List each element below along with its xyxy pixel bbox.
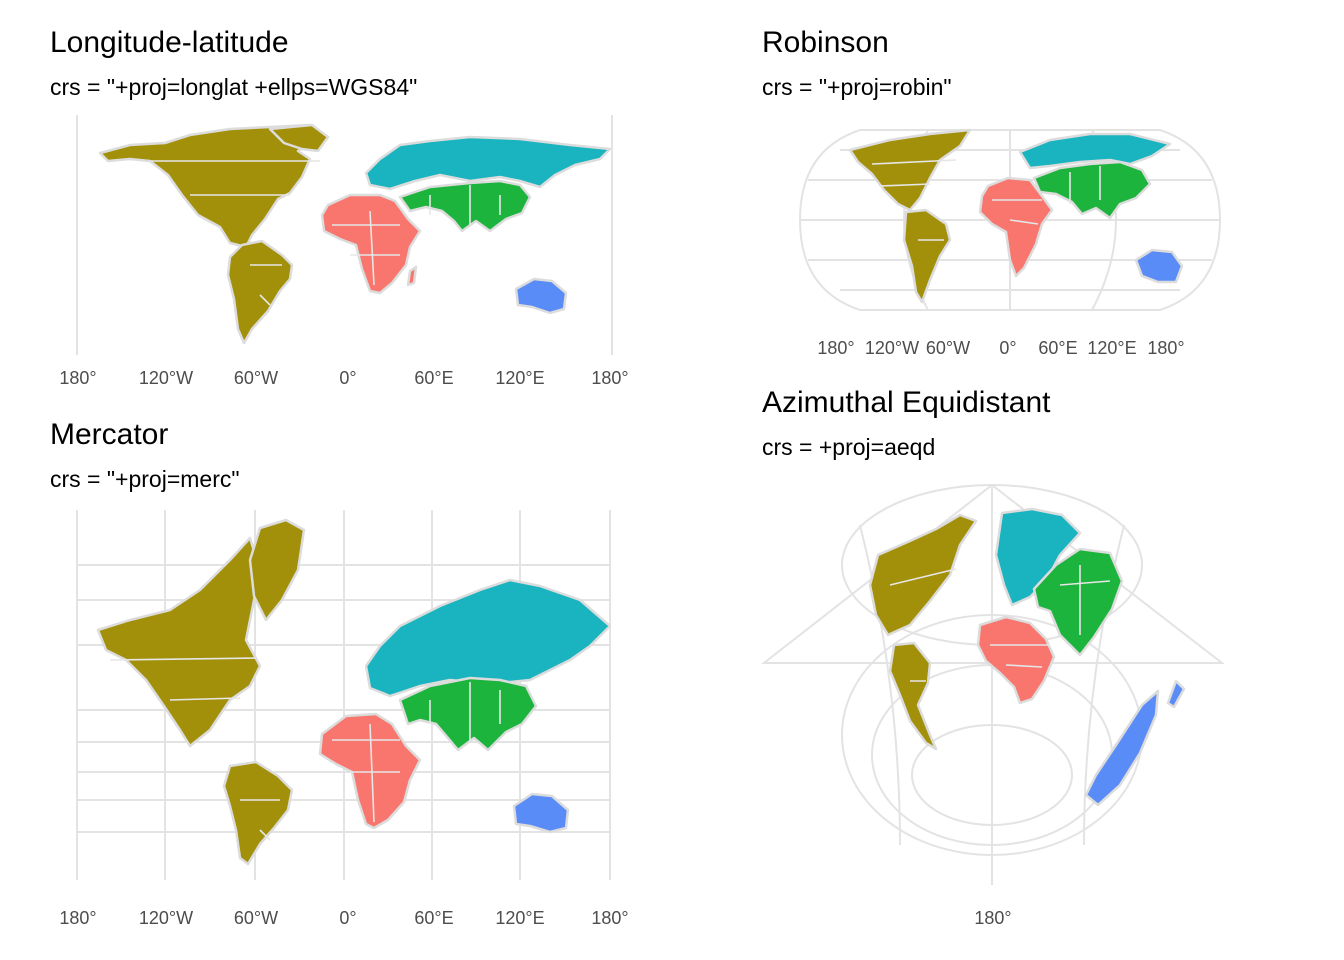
tick-label-x: 120°E (495, 908, 545, 928)
panel-subtitle: crs = "+proj=longlat +ellps=WGS84" (50, 74, 418, 100)
land-north-america (98, 123, 322, 249)
land-russia (1018, 132, 1172, 170)
tick-label-x: 120°E (495, 368, 545, 388)
map-robinson (798, 128, 1222, 311)
land-asia (1032, 547, 1124, 657)
panel-subtitle: crs = +proj=aeqd (762, 434, 936, 460)
graticule (76, 115, 613, 355)
map-aeqd (761, 483, 1225, 885)
map-mercator (76, 510, 612, 880)
land-asia (1032, 160, 1152, 220)
tick-label-x: 180° (974, 908, 1012, 928)
land-south-america (902, 208, 952, 304)
tick-label-x: 120°W (138, 368, 194, 388)
panel-subtitle: crs = "+proj=merc" (50, 466, 240, 492)
land-australia (1134, 248, 1184, 284)
tick-label-x: 60°E (414, 908, 454, 928)
panel-title: Mercator (50, 418, 169, 451)
panel-title: Longitude-latitude (50, 26, 289, 59)
tick-label-x: 0° (339, 368, 357, 388)
tick-label-x: 0° (999, 338, 1017, 358)
land-africa (318, 712, 422, 830)
land-africa (976, 615, 1056, 705)
tick-label-x: 180° (591, 908, 629, 928)
tick-label-x: 120°E (1087, 338, 1137, 358)
tick-label-x: 60°W (233, 908, 279, 928)
tick-label-x: 0° (339, 908, 357, 928)
country-borders (889, 565, 1111, 682)
land-australia (514, 277, 568, 315)
tick-label-x: 180° (59, 368, 97, 388)
land-asia (398, 179, 532, 233)
graticule (76, 510, 611, 880)
map-longlat (76, 115, 613, 355)
land-russia (364, 578, 612, 698)
land-africa (978, 176, 1054, 278)
land-greenland (268, 123, 330, 153)
tick-label-x: 60°W (233, 368, 279, 388)
land-australia (1084, 689, 1160, 807)
land-north-america (868, 513, 978, 637)
land-south-america (888, 641, 938, 751)
tick-label-x: 180° (1147, 338, 1185, 358)
country-borders (871, 159, 1101, 241)
tick-label-x: 180° (591, 368, 629, 388)
panel-title: Azimuthal Equidistant (762, 386, 1051, 419)
land-russia (364, 135, 612, 191)
country-borders (150, 160, 501, 306)
land-north-america (96, 536, 262, 748)
tick-label-x: 180° (59, 908, 97, 928)
land-north-america (848, 128, 972, 212)
panel-subtitle: crs = "+proj=robin" (762, 74, 952, 100)
land-new-zealand (1166, 679, 1186, 709)
land-greenland (248, 518, 306, 622)
tick-label-x: 60°E (1038, 338, 1078, 358)
land-south-america (222, 760, 294, 866)
tick-label-x: 60°W (925, 338, 971, 358)
tick-label-x: 120°W (138, 908, 194, 928)
land-asia (398, 676, 538, 752)
panel-title: Robinson (762, 26, 889, 59)
land-australia (512, 792, 570, 834)
tick-label-x: 180° (817, 338, 855, 358)
land-madagascar (406, 265, 418, 287)
tick-label-x: 60°E (414, 368, 454, 388)
graticule (761, 483, 1225, 885)
tick-label-x: 120°W (864, 338, 920, 358)
land-south-america (226, 239, 294, 345)
country-borders (109, 657, 501, 841)
